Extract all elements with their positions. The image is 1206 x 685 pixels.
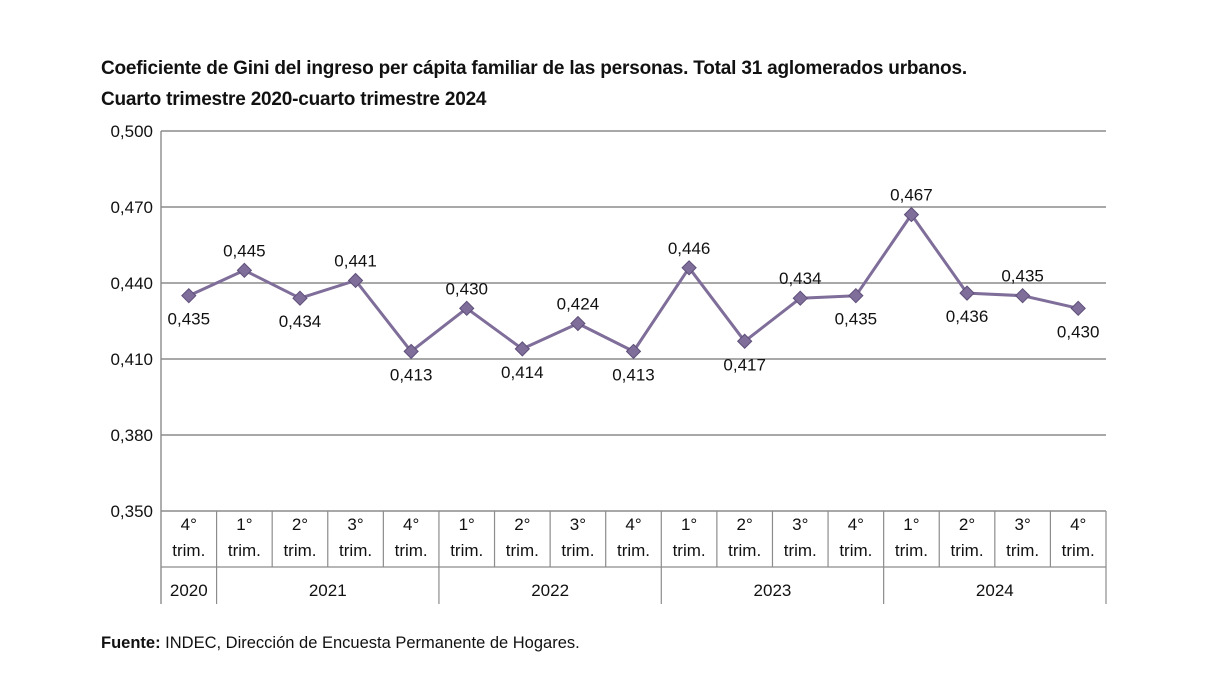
data-point-marker: [848, 287, 864, 304]
x-category-quarter: 2°: [292, 515, 308, 534]
x-category-quarter: 3°: [347, 515, 363, 534]
y-tick-label: 0,410: [110, 350, 153, 369]
data-point-marker: [459, 300, 475, 317]
x-category-quarter: 4°: [181, 515, 197, 534]
x-category-trim: trim.: [283, 541, 316, 560]
x-category-quarter: 1°: [236, 515, 252, 534]
data-label: 0,446: [668, 239, 711, 258]
x-category-quarter: 3°: [570, 515, 586, 534]
data-point-marker: [625, 343, 642, 360]
y-tick-label: 0,440: [110, 274, 153, 293]
x-category-quarter: 3°: [792, 515, 808, 534]
x-category-trim: trim.: [839, 541, 872, 560]
data-point-marker: [570, 315, 586, 332]
data-point-marker: [736, 333, 753, 349]
x-category-trim: trim.: [673, 541, 706, 560]
x-category-quarter: 4°: [625, 515, 641, 534]
data-label: 0,436: [946, 307, 989, 326]
data-point-marker: [181, 287, 197, 304]
data-label: 0,430: [445, 279, 488, 298]
data-point-marker: [681, 260, 697, 276]
data-point-marker: [347, 272, 364, 289]
data-label: 0,430: [1057, 322, 1100, 341]
gridlines: [161, 130, 1106, 436]
axes: [160, 131, 1107, 604]
x-category-quarter: 4°: [403, 515, 419, 534]
x-category-trim: trim.: [228, 541, 261, 560]
x-year-label: 2023: [754, 581, 792, 600]
x-category-quarter: 2°: [737, 515, 753, 534]
x-category-trim: trim.: [784, 541, 817, 560]
data-series: [181, 206, 1086, 360]
y-tick-label: 0,470: [110, 198, 153, 217]
x-category-trim: trim.: [895, 541, 928, 560]
x-category-quarter: 1°: [903, 515, 919, 534]
x-category-quarter: 2°: [514, 515, 530, 534]
source-label: Fuente:: [101, 634, 161, 652]
chart-subtitle: Cuarto trimestre 2020-cuarto trimestre 2…: [101, 89, 487, 110]
x-category-quarter: 2°: [959, 515, 975, 534]
data-label: 0,435: [168, 310, 211, 329]
x-category-quarter: 3°: [1014, 515, 1030, 534]
data-point-marker: [403, 343, 419, 360]
x-category-trim: trim.: [1006, 541, 1039, 560]
x-axis-categories: 4° trim. 1° trim. 2° trim. 3° trim. 4° trim. 1° tri…: [170, 511, 1095, 604]
data-labels: 0,435 0,445 0,434 0,441 0,413 0,430 0,414 0,424…: [168, 186, 1100, 385]
data-label: 0,413: [390, 365, 433, 384]
x-category-trim: trim.: [172, 541, 205, 560]
data-point-marker: [903, 206, 920, 223]
chart-title-block: Coeficiente de Gini del ingreso per cápi…: [101, 53, 967, 115]
data-label: 0,445: [223, 241, 266, 260]
x-category-quarter: 4°: [848, 515, 864, 534]
data-label: 0,434: [779, 269, 822, 288]
data-label: 0,435: [1001, 267, 1044, 286]
x-category-trim: trim.: [339, 541, 372, 560]
x-category-quarter: 1°: [459, 515, 475, 534]
x-year-label: 2020: [170, 581, 208, 600]
x-category-trim: trim.: [1062, 541, 1095, 560]
data-label: 0,434: [279, 312, 322, 331]
data-label: 0,414: [501, 363, 544, 382]
data-label: 0,435: [835, 310, 878, 329]
data-label: 0,424: [557, 295, 600, 314]
x-year-label: 2022: [531, 581, 569, 600]
x-year-label: 2021: [309, 581, 347, 600]
x-year-label: 2024: [976, 581, 1014, 600]
y-tick-label: 0,350: [110, 502, 153, 521]
data-point-marker: [514, 341, 531, 357]
x-category-trim: trim.: [561, 541, 594, 560]
data-point-marker: [1014, 287, 1031, 304]
data-point-marker: [792, 290, 808, 306]
x-category-quarter: 1°: [681, 515, 697, 534]
y-axis-ticks: 0,350 0,380 0,410 0,440 0,470 0,500: [110, 122, 153, 521]
source-text: INDEC, Dirección de Encuesta Permanente …: [160, 634, 580, 652]
x-category-trim: trim.: [728, 541, 761, 560]
data-label: 0,413: [612, 365, 655, 384]
y-tick-label: 0,380: [110, 426, 153, 445]
x-category-trim: trim.: [450, 541, 483, 560]
data-point-marker: [292, 290, 308, 306]
chart-title: Coeficiente de Gini del ingreso per cápi…: [101, 58, 967, 79]
y-tick-label: 0,500: [110, 122, 153, 141]
data-label: 0,441: [334, 251, 377, 270]
source-note: Fuente: INDEC, Dirección de Encuesta Per…: [101, 634, 580, 653]
x-category-quarter: 4°: [1070, 515, 1086, 534]
data-point-marker: [236, 262, 253, 279]
data-point-marker: [1070, 300, 1086, 317]
x-category-trim: trim.: [395, 541, 428, 560]
x-category-trim: trim.: [951, 541, 984, 560]
data-point-marker: [959, 285, 975, 301]
data-label: 0,417: [723, 355, 766, 374]
x-category-trim: trim.: [617, 541, 650, 560]
x-category-trim: trim.: [506, 541, 539, 560]
data-label: 0,467: [890, 186, 933, 205]
